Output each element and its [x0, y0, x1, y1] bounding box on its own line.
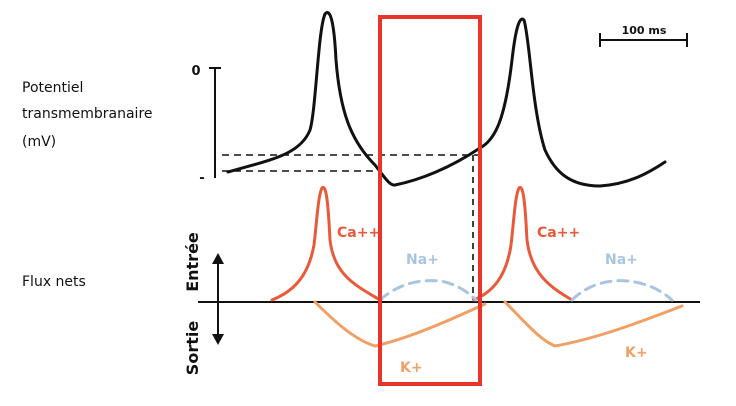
potential-label-line1: Potentiel: [22, 80, 84, 96]
sodium-influx-curve-1: [378, 279, 478, 302]
zero-tick-label: 0: [191, 64, 200, 79]
sodium-influx-curve-2: [570, 279, 674, 302]
calcium-label-2: Ca++: [537, 225, 580, 241]
minus-tick-label: -: [199, 171, 204, 186]
arrow-up-icon: [212, 253, 224, 264]
arrow-down-icon: [212, 334, 224, 345]
flux-label: Flux nets: [22, 274, 86, 290]
sodium-label-1: Na+: [406, 252, 439, 268]
sodium-label-2: Na+: [605, 252, 638, 268]
potential-label-line3: (mV): [22, 134, 57, 150]
highlight-rectangle: [378, 15, 482, 386]
potassium-efflux-curve-1: [313, 300, 487, 348]
calcium-label-1: Ca++: [337, 225, 380, 241]
calcium-influx-curve-1: [270, 185, 382, 302]
potassium-label-1: K+: [400, 360, 423, 376]
entree-label: Entrée: [183, 232, 202, 292]
sortie-label: Sortie: [183, 321, 202, 376]
potential-label-line2: transmembranaire: [22, 106, 153, 122]
membrane-potential-trace: [226, 11, 667, 188]
potassium-efflux-curve-2: [503, 300, 684, 348]
potassium-label-2: K+: [625, 345, 648, 361]
scale-bar-label: 100 ms: [622, 24, 667, 37]
calcium-influx-curve-2: [472, 185, 574, 302]
